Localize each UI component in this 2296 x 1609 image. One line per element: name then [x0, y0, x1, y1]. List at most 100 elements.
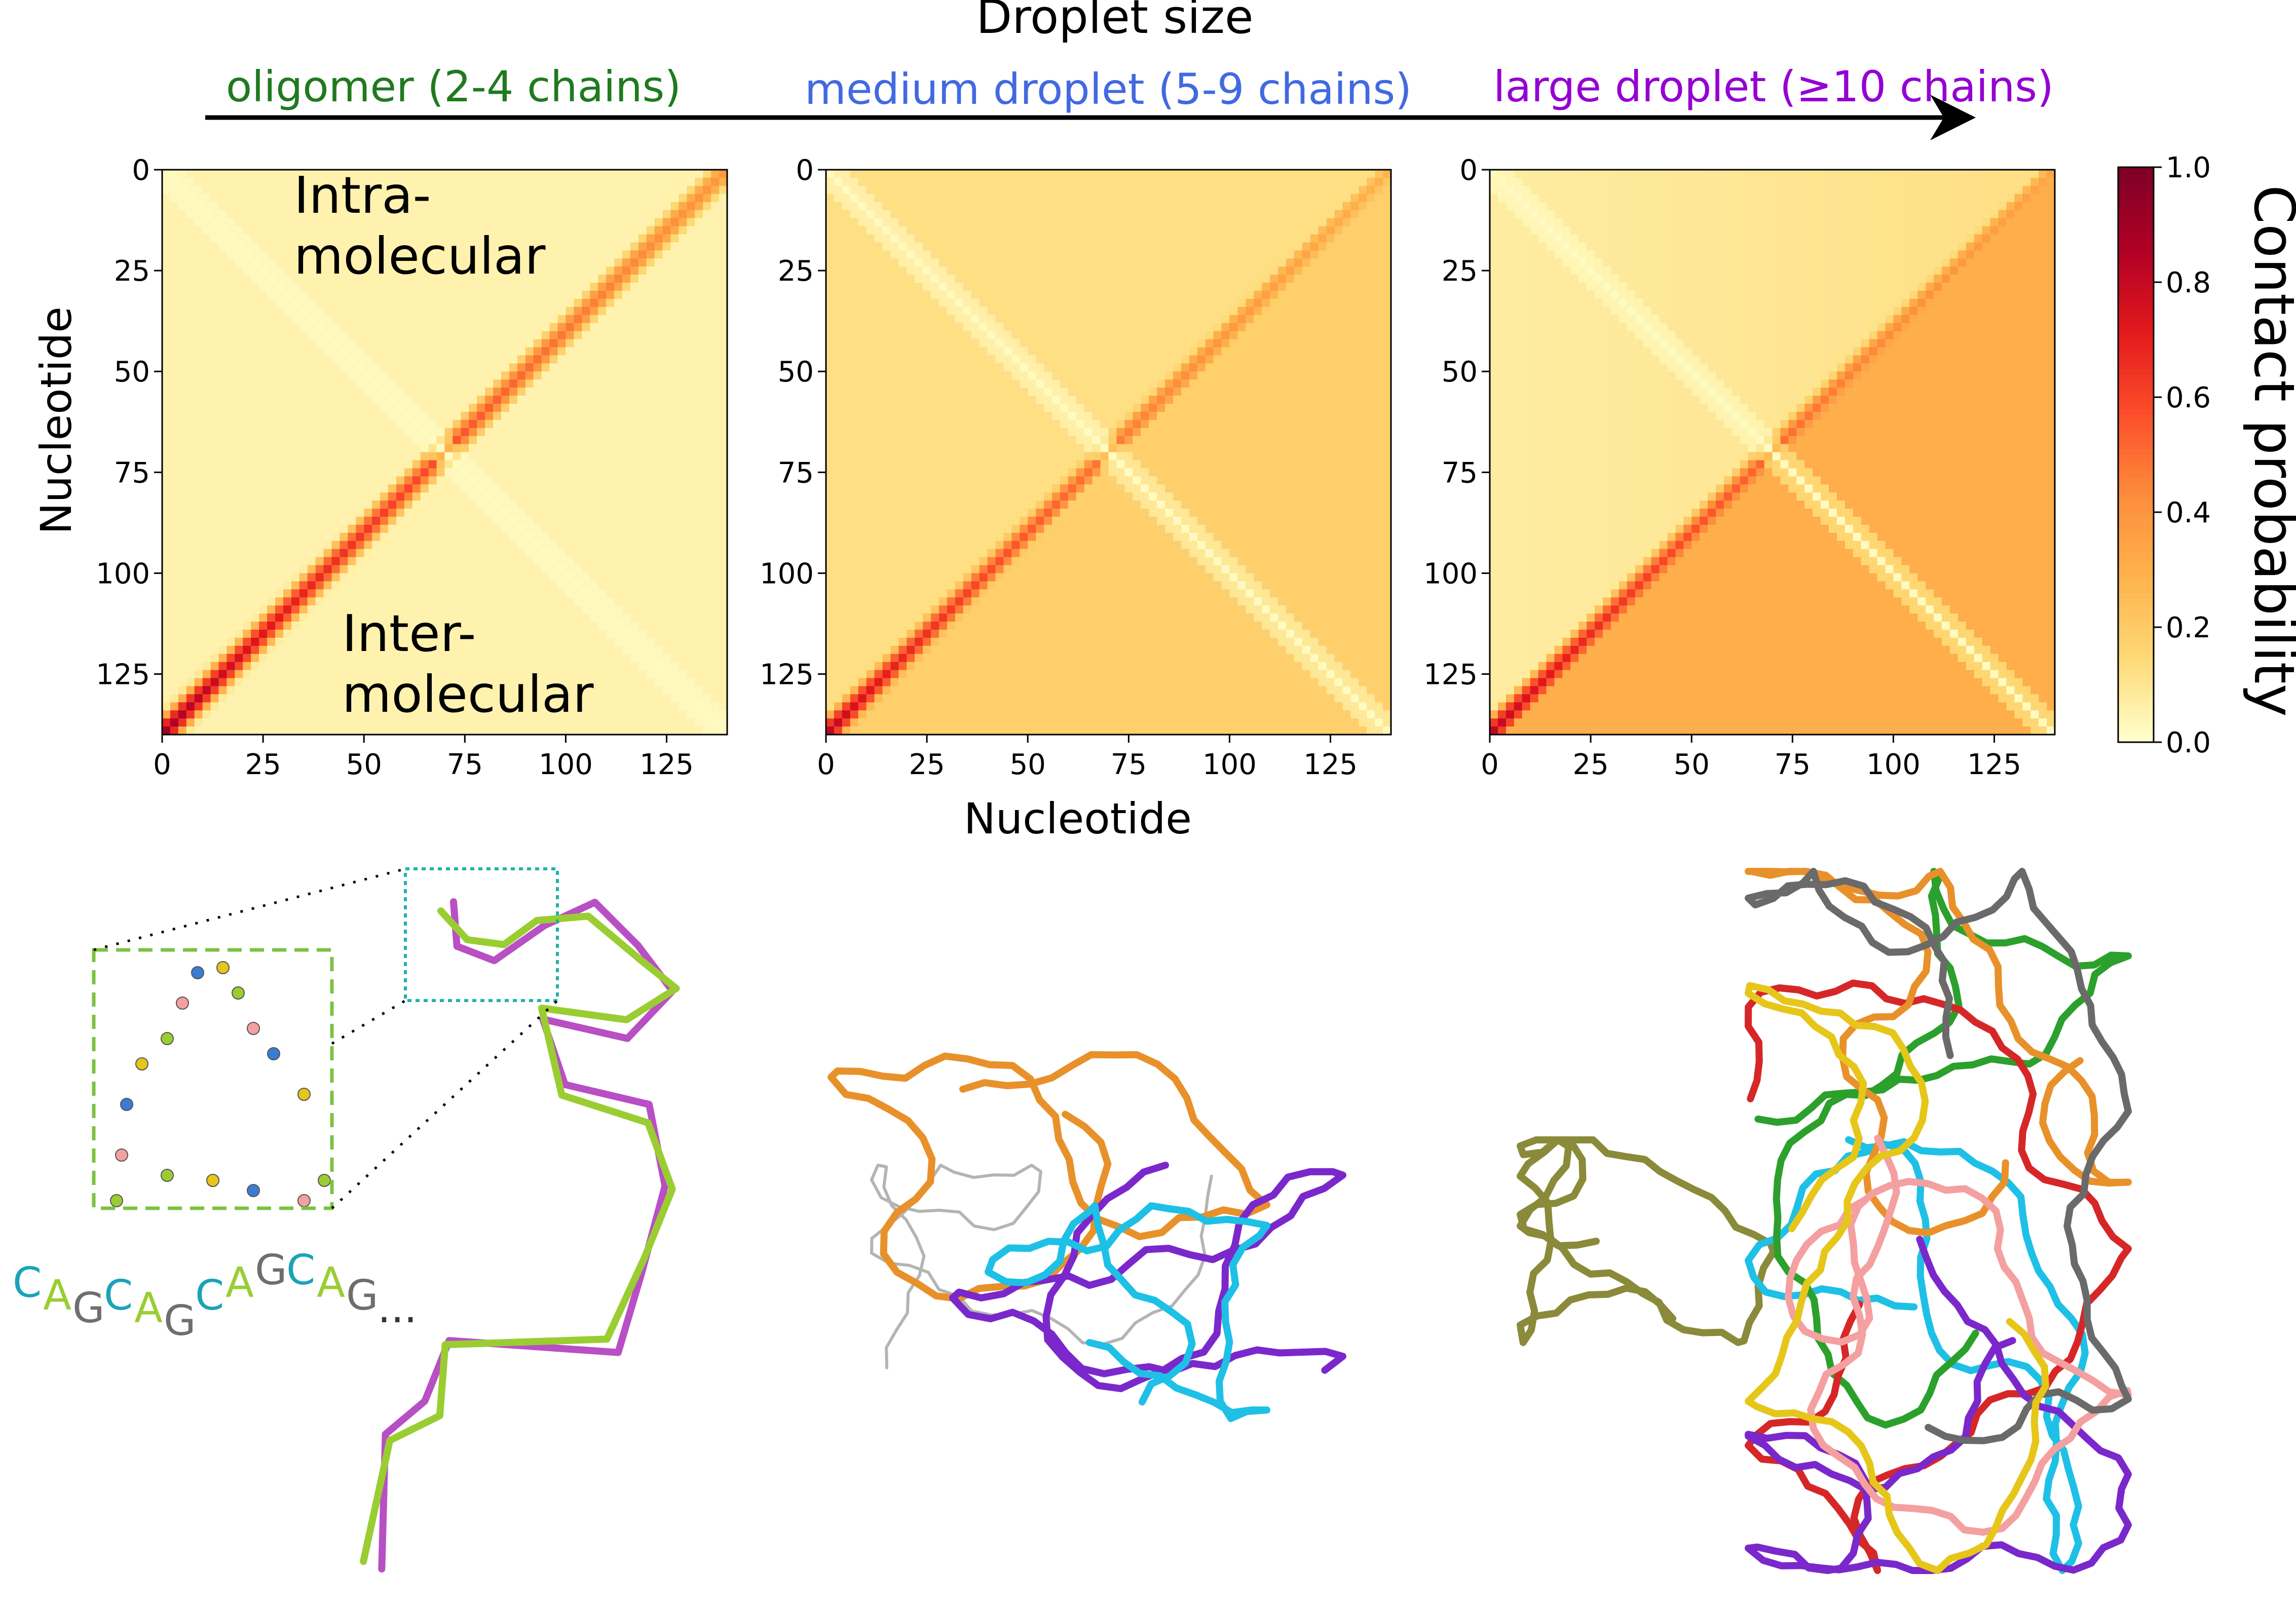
heatmap-cell [687, 234, 695, 243]
heatmap-cell [590, 686, 598, 695]
heatmap-cell [291, 573, 300, 582]
heatmap-cell [243, 202, 251, 211]
heatmap-cell [622, 726, 631, 735]
heatmap-cell [283, 436, 292, 445]
heatmap-cell [485, 170, 494, 178]
heatmap-cell [469, 185, 477, 195]
heatmap-cell [283, 589, 292, 598]
heatmap-cell [549, 339, 558, 348]
heatmap-cell [202, 290, 211, 299]
heatmap-cell [194, 419, 203, 429]
heatmap-cell [614, 242, 623, 251]
heatmap-cell [549, 444, 558, 453]
heatmap-cell [606, 436, 615, 445]
heatmap-cell [453, 315, 461, 324]
heatmap-cell [364, 565, 372, 574]
heatmap-cell [557, 419, 567, 429]
heatmap-cell [372, 637, 381, 646]
heatmap-cell [299, 645, 308, 655]
heatmap-cell [469, 629, 477, 638]
heatmap-cell [170, 501, 179, 509]
heatmap-cell [598, 355, 607, 364]
heatmap-cell [267, 331, 276, 340]
heatmap-cell [315, 541, 324, 550]
heatmap-cell [493, 202, 502, 211]
heatmap-cell [291, 388, 300, 396]
heatmap-cell [566, 581, 574, 590]
heatmap-cell [662, 532, 671, 542]
heatmap-cell [218, 298, 228, 308]
heatmap-cell [461, 581, 469, 590]
heatmap-cell [420, 403, 429, 412]
heatmap-cell [275, 396, 284, 404]
heatmap-cell [275, 379, 284, 388]
heatmap-cell [259, 622, 268, 630]
heatmap-cell [186, 557, 195, 566]
heatmap-cell [461, 226, 469, 235]
heatmap-cell [396, 242, 405, 251]
heatmap-cell [259, 702, 268, 711]
heatmap-cell [356, 242, 364, 251]
heatmap-cell [630, 298, 639, 308]
heatmap-cell [307, 242, 316, 251]
heatmap-cell [477, 573, 485, 582]
heatmap-cell [283, 177, 292, 186]
heatmap-cell [267, 637, 276, 646]
heatmap-cell [372, 194, 381, 203]
heatmap-cell [218, 678, 228, 687]
heatmap-cell [251, 468, 259, 477]
heatmap-cell [251, 557, 259, 566]
heatmap-cell [598, 419, 607, 429]
heatmap-cell [646, 645, 655, 655]
heatmap-cell [662, 581, 671, 590]
heatmap-cell [485, 702, 494, 711]
heatmap-cell [703, 250, 711, 259]
heatmap-cell [251, 323, 259, 332]
heatmap-cell [606, 177, 615, 186]
heatmap-cell [630, 524, 639, 533]
heatmap-cell [606, 662, 615, 671]
heatmap-cell [186, 411, 195, 420]
heatmap-cell [283, 242, 292, 251]
heatmap-cell [566, 371, 574, 380]
heatmap-cell [396, 298, 405, 308]
heatmap-cell [622, 541, 631, 550]
heatmap-cell [525, 637, 534, 646]
heatmap-cell [517, 468, 526, 477]
heatmap-cell [323, 452, 332, 461]
heatmap-cell [687, 614, 695, 622]
heatmap-cell [679, 629, 687, 638]
heatmap-cell [703, 185, 711, 195]
heatmap-cell [243, 210, 251, 219]
heatmap-cell [186, 234, 195, 243]
heatmap-cell [420, 234, 429, 243]
heatmap-cell [380, 396, 389, 404]
heatmap-cell [566, 516, 574, 525]
heatmap-cell [388, 614, 397, 622]
heatmap-cell [218, 194, 228, 203]
heatmap-cell [227, 509, 235, 517]
heatmap-cell [444, 298, 454, 308]
heatmap-cell [517, 605, 526, 614]
heatmap-cell [267, 654, 276, 663]
heatmap-cell [243, 637, 251, 646]
heatmap-cell [695, 637, 703, 646]
heatmap-cell [687, 686, 695, 695]
heatmap-cell [307, 549, 316, 558]
heatmap-cell [826, 170, 835, 178]
heatmap-cell [202, 573, 211, 582]
heatmap-cell [493, 637, 502, 646]
heatmap-cell [695, 622, 703, 630]
heatmap-cell [662, 492, 671, 501]
heatmap-cell [348, 492, 356, 501]
heatmap-cell [444, 694, 454, 703]
heatmap-cell [348, 622, 356, 630]
heatmap-cell [291, 710, 300, 719]
heatmap-cell [703, 565, 711, 574]
heatmap-cell [412, 678, 421, 687]
heatmap-cell [259, 428, 268, 437]
heatmap-cell [461, 549, 469, 558]
heatmap-cell [218, 177, 228, 186]
heatmap-cell [428, 331, 437, 340]
heatmap-cell [218, 484, 228, 493]
